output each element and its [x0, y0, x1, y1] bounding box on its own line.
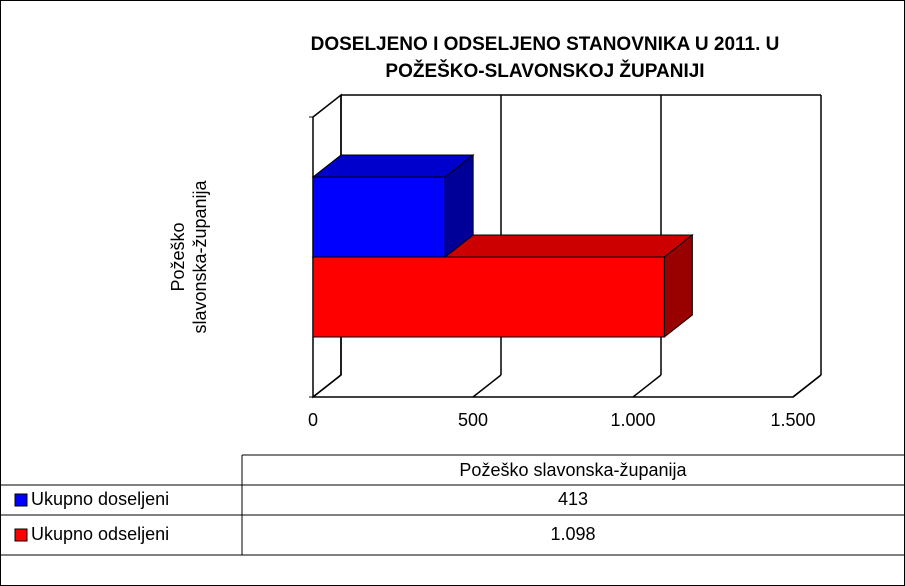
bar [312, 256, 665, 338]
legend-swatch [14, 528, 28, 542]
value-label: 1.098 [550, 524, 595, 544]
x-tick-label: 500 [458, 410, 488, 430]
legend-label: Ukupno odseljeni [31, 524, 169, 544]
x-tick-label: 0 [308, 410, 318, 430]
category-label: Požeško slavonska-županija [168, 180, 210, 334]
chart-subtitle: POŽEŠKO-SLAVONSKOJ ŽUPANIJI [385, 60, 704, 82]
grid-line [792, 374, 822, 398]
chart-title: DOSELJENO I ODSELJENO STANOVNIKA U 2011.… [311, 34, 780, 55]
x-tick-label: 1.500 [770, 410, 815, 430]
value-label: 413 [558, 489, 588, 509]
legend-label: Ukupno doseljeni [31, 489, 169, 509]
table-header: Požeško slavonska-županija [459, 460, 687, 480]
bar [312, 176, 446, 258]
grid-line [472, 374, 502, 398]
grid-line [632, 374, 662, 398]
grid-line [312, 374, 342, 398]
legend-swatch [14, 493, 28, 507]
x-tick-label: 1.000 [610, 410, 655, 430]
